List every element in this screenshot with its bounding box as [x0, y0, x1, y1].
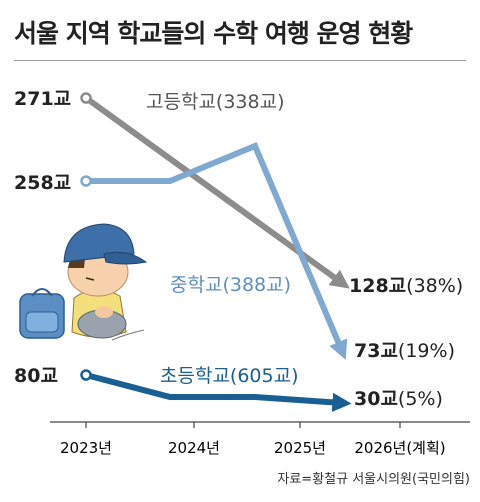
series-end-label-dark: 30교(5%) [354, 388, 443, 410]
series-start-label-light: 258교 [14, 172, 71, 194]
svg-text:128교(38%): 128교(38%) [349, 275, 463, 297]
series-start-label-dark: 80교 [14, 365, 58, 387]
student-eye [85, 277, 95, 281]
end-percent: (38%) [406, 275, 463, 297]
series-name-light: 중학교(388교) [170, 274, 291, 296]
x-tick-label: 2024년 [168, 439, 220, 457]
student-hand [95, 306, 113, 318]
end-value: 128교 [349, 275, 406, 297]
chart-title: 서울 지역 학교들의 수학 여행 운영 현황 [14, 19, 413, 48]
series-end-label-gray: 128교(38%) [349, 275, 463, 297]
series-layer [80, 92, 352, 412]
end-value: 30교 [354, 388, 398, 410]
end-percent: (19%) [398, 340, 455, 362]
series-line [85, 372, 352, 412]
source-note: 자료=황철규 서울시의원(국민의힘) [277, 472, 470, 487]
student-cap-visor [103, 251, 148, 265]
series-start-point [80, 92, 92, 104]
series-name-gray: 고등학교(338교) [146, 91, 285, 113]
series-end-label-light: 73교(19%) [354, 340, 455, 362]
x-tick-label: 2025년 [274, 439, 326, 457]
end-percent: (5%) [398, 388, 443, 410]
series-name-dark: 초등학교(605교) [160, 365, 299, 387]
series-start-point [80, 175, 92, 187]
backpack-strap [31, 288, 53, 297]
title-divider [14, 60, 466, 61]
x-tick-label: 2023년 [60, 439, 112, 457]
end-value: 73교 [354, 340, 398, 362]
svg-text:73교(19%): 73교(19%) [354, 340, 455, 362]
ground-scribble [111, 329, 145, 341]
series-line [86, 142, 348, 360]
svg-text:30교(5%): 30교(5%) [354, 388, 443, 410]
sad-student-illustration [19, 223, 148, 341]
series-start-point [80, 369, 92, 381]
backpack-pocket [25, 311, 59, 333]
x-tick-label: 2026년(계획) [354, 439, 445, 457]
x-axis: 2023년 2024년 2025년 2026년(계획) [50, 421, 470, 457]
series-start-label-gray: 271교 [14, 88, 71, 110]
